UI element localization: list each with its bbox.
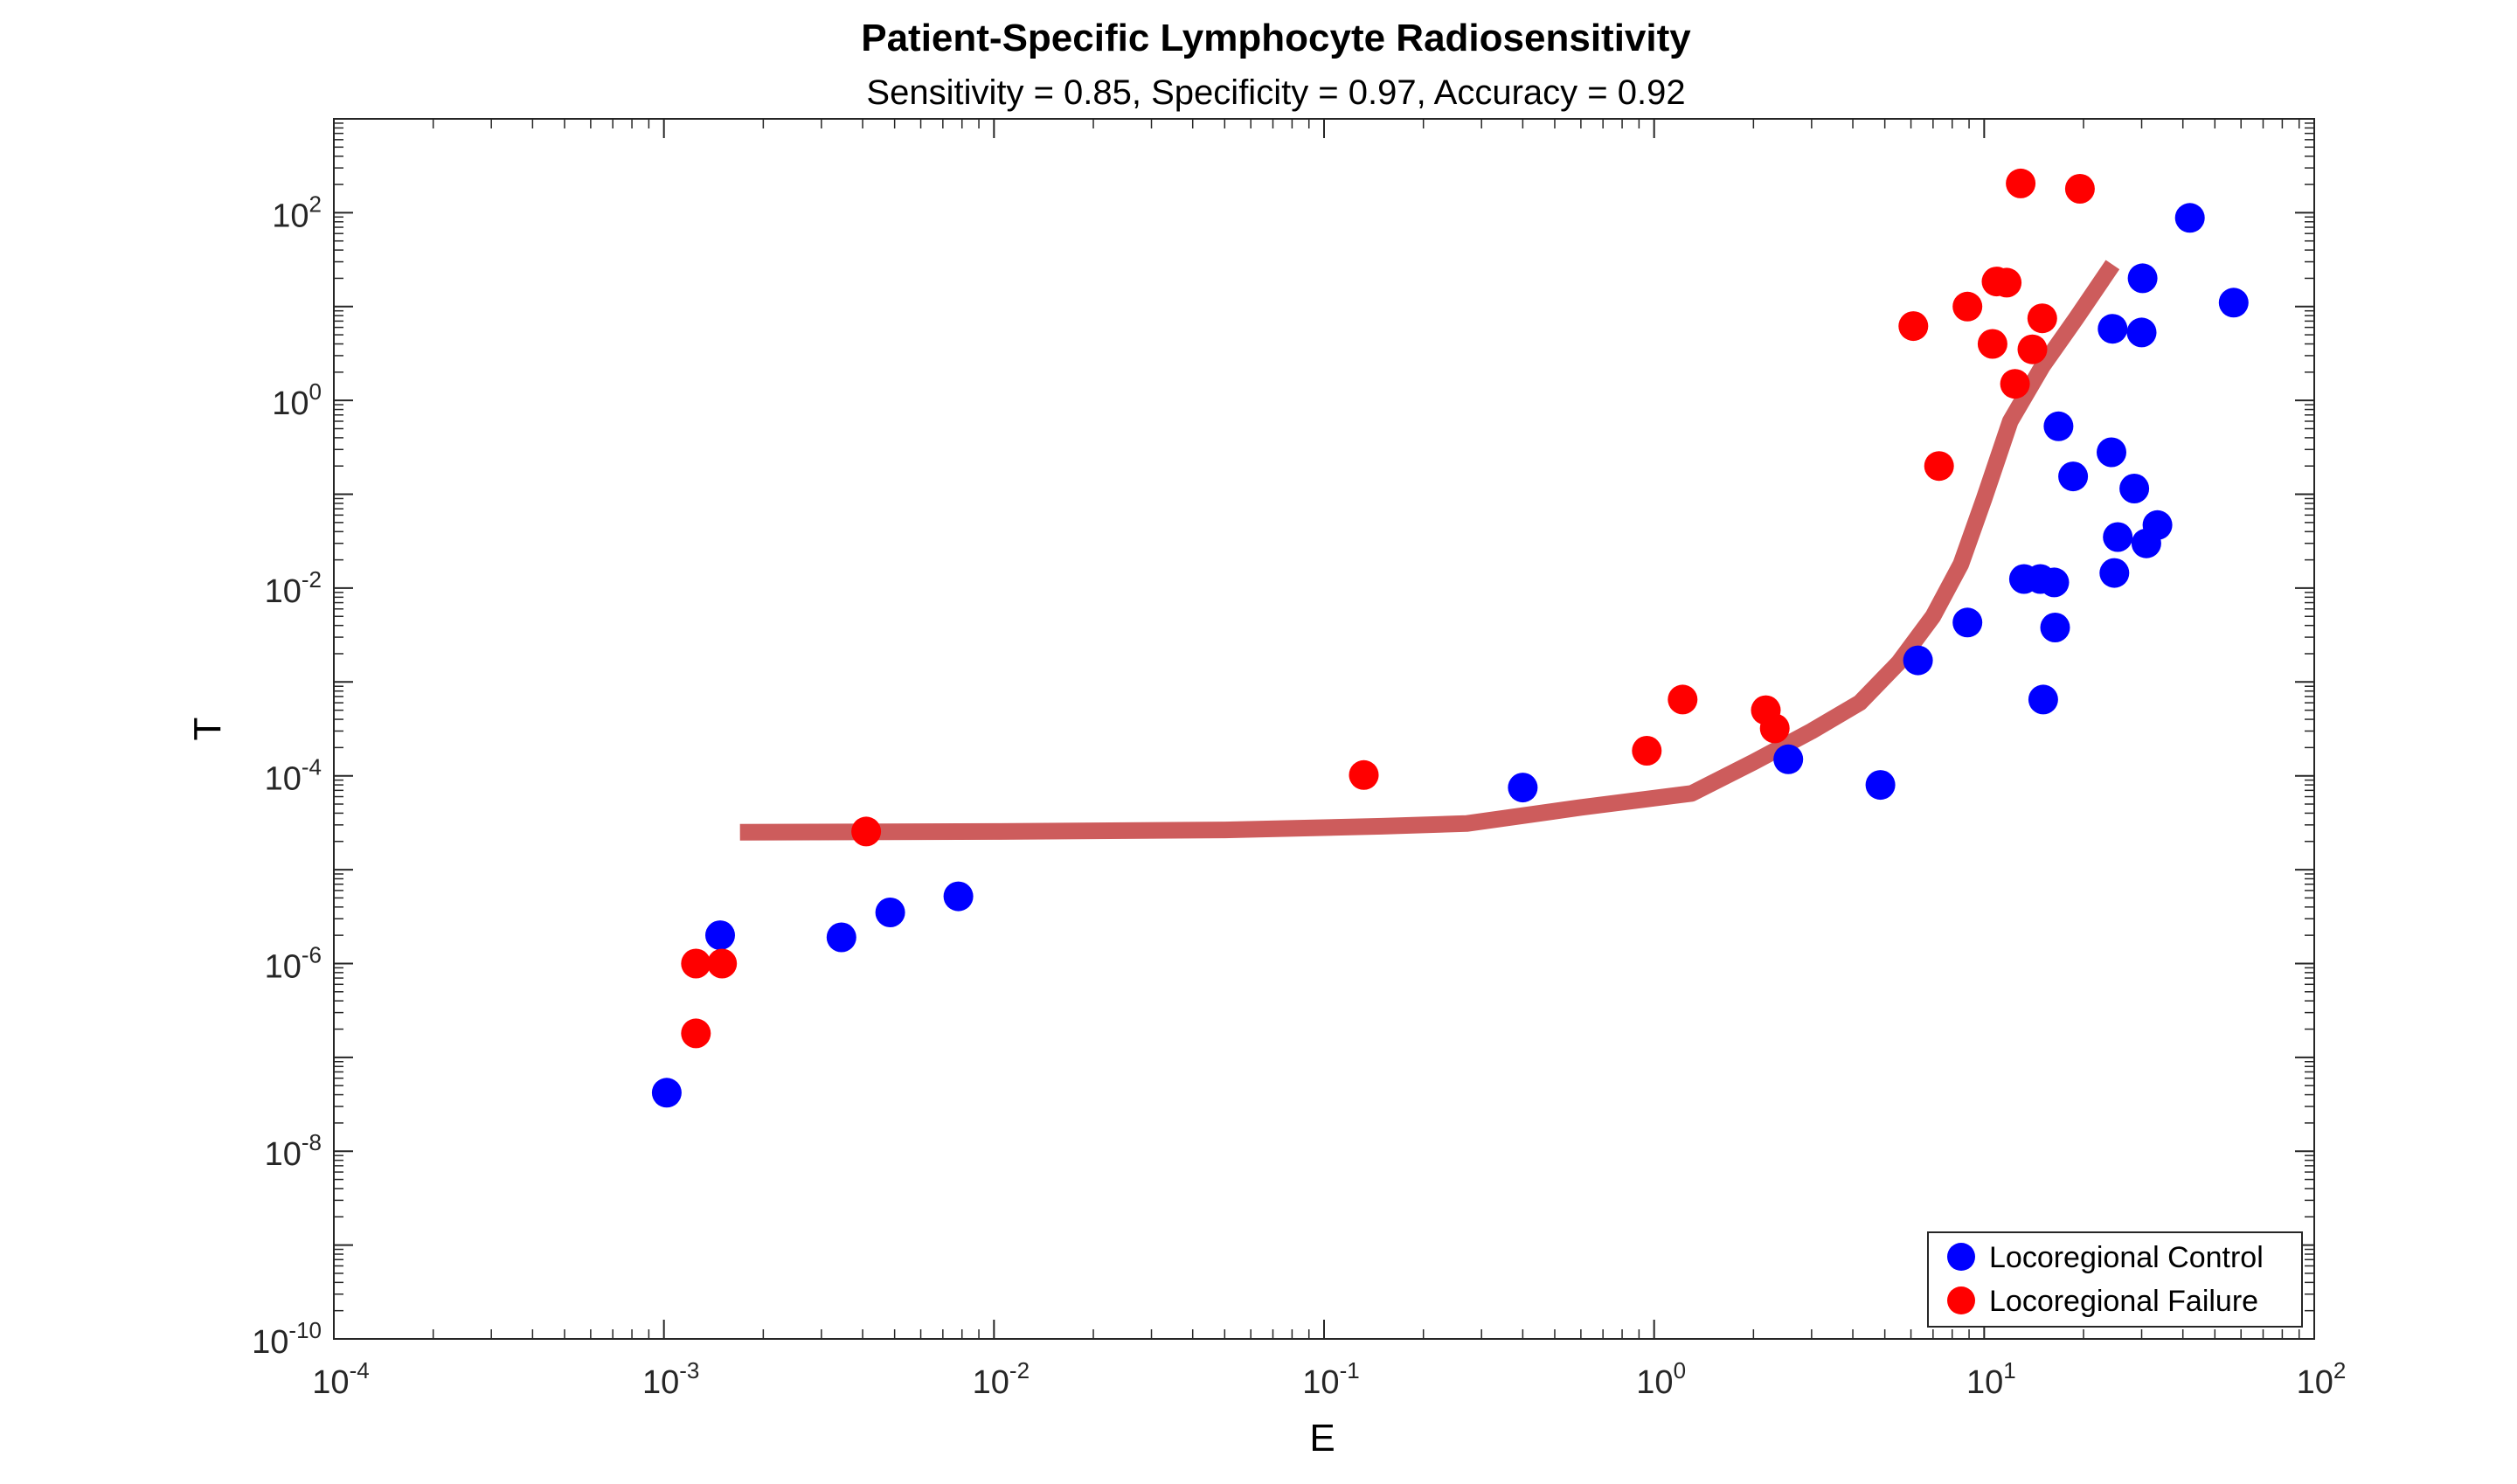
data-point: [2058, 461, 2089, 492]
y-tick-label: 10-6: [265, 941, 322, 985]
data-point: [2006, 168, 2036, 198]
x-tick-label: 10-2: [973, 1357, 1030, 1401]
legend-label: Locoregional Failure: [1989, 1285, 2258, 1318]
data-point: [2099, 558, 2130, 588]
data-point: [2103, 522, 2133, 552]
series-locoregional-failure: [681, 168, 2095, 1049]
fit-curve: [739, 260, 2120, 841]
x-tick-label: 102: [2297, 1357, 2347, 1401]
y-tick-label: 10-10: [252, 1317, 322, 1361]
data-point: [851, 816, 882, 847]
data-point: [2218, 288, 2249, 318]
y-tick-label: 10-2: [265, 566, 322, 610]
data-point: [2064, 174, 2095, 204]
chart-title: Patient-Specific Lymphocyte Radiosensiti…: [861, 17, 1691, 59]
data-point: [1952, 607, 1983, 638]
data-point: [1349, 759, 1379, 790]
x-tick-label: 101: [1966, 1357, 2016, 1401]
data-point: [2098, 314, 2128, 344]
data-point: [1632, 736, 1662, 766]
data-point: [1759, 713, 1790, 744]
data-point: [1952, 291, 1983, 322]
data-point: [2127, 263, 2158, 294]
data-point: [1773, 744, 1804, 774]
legend-label: Locoregional Control: [1989, 1241, 2264, 1274]
legend-marker: [1947, 1243, 1975, 1271]
data-point: [2126, 317, 2157, 348]
plot-area: 10-4 10-3 10-2 10-1 100 101 102 10-10 10-8 10-6 10…: [252, 118, 2347, 1401]
data-point: [707, 948, 738, 979]
data-point: [705, 920, 735, 951]
data-point: [2000, 369, 2030, 399]
data-point: [1977, 329, 2007, 359]
data-point: [1924, 451, 1954, 482]
data-point: [1508, 773, 1538, 803]
data-point: [2040, 613, 2070, 642]
data-point: [1903, 645, 1933, 676]
data-point: [651, 1078, 682, 1108]
data-point: [1898, 311, 1929, 342]
data-point: [1992, 267, 2022, 298]
data-point: [2028, 684, 2058, 715]
data-point: [1865, 770, 1896, 801]
series-locoregional-control: [651, 203, 2249, 1108]
data-point: [943, 881, 974, 912]
data-point: [2119, 474, 2150, 503]
x-tick-label: 10-3: [642, 1357, 699, 1401]
legend-marker: [1947, 1286, 1975, 1314]
x-axis-label: E: [1309, 1417, 1335, 1460]
chart-subtitle: Sensitivity = 0.85, Specificity = 0.97, …: [866, 73, 1685, 112]
y-axis-label: T: [186, 718, 229, 741]
data-point: [2142, 510, 2173, 540]
data-point: [875, 898, 905, 927]
legend: Locoregional Control Locoregional Failure: [1927, 1231, 2303, 1328]
data-point: [826, 922, 856, 953]
data-point: [2039, 567, 2070, 598]
major-ticks: [333, 118, 2315, 1340]
x-tick-label: 100: [1636, 1357, 1686, 1401]
data-point: [681, 1018, 711, 1049]
y-tick-label: 10-4: [265, 754, 322, 798]
x-tick-label: 10-4: [312, 1357, 369, 1401]
data-point: [2097, 437, 2126, 468]
data-point: [1668, 684, 1698, 715]
data-point: [2027, 303, 2057, 334]
data-point: [2043, 411, 2074, 441]
y-tick-label: 10-8: [265, 1129, 322, 1173]
data-point: [681, 948, 711, 979]
data-point: [2174, 203, 2205, 233]
x-tick-label: 10-1: [1302, 1357, 1359, 1401]
y-tick-label: 102: [272, 191, 322, 234]
legend-box: [1927, 1231, 2303, 1328]
minor-ticks: [334, 119, 2314, 1339]
y-tick-label: 100: [272, 378, 322, 422]
data-point: [2017, 334, 2048, 364]
